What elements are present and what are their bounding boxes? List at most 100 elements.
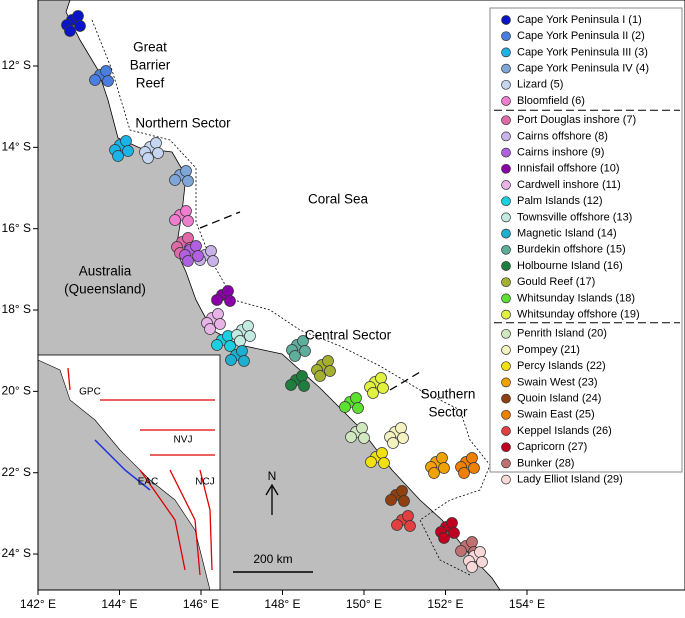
- legend-marker: [501, 474, 511, 485]
- legend-label: Pompey (21): [517, 344, 580, 356]
- legend-label: Cape York Peninsula II (2): [517, 30, 645, 42]
- site-dot: [182, 175, 194, 187]
- legend-label: Swain East (25): [517, 409, 595, 421]
- legend-label: Bloomfield (6): [517, 95, 585, 107]
- site-dot: [446, 517, 458, 529]
- inset-label: GPC: [79, 387, 101, 398]
- site-dot: [296, 370, 308, 382]
- legend-label: Burdekin offshore (15): [517, 244, 626, 256]
- site-dot: [375, 372, 387, 384]
- y-tick-label: 14° S: [2, 140, 31, 154]
- site-dot: [404, 520, 416, 532]
- x-tick-label: 146° E: [183, 597, 219, 611]
- site-dot: [72, 10, 84, 22]
- legend-marker: [501, 277, 511, 288]
- region-label: Coral Sea: [308, 192, 369, 207]
- y-tick-label: 22° S: [2, 465, 31, 479]
- legend-marker: [501, 377, 511, 388]
- site-dot: [190, 240, 202, 252]
- legend-marker: [501, 79, 511, 90]
- legend-marker: [501, 442, 511, 453]
- site-dot: [169, 174, 181, 186]
- legend-label: Cairns inshore (9): [517, 147, 604, 159]
- legend-label: Holbourne Island (16): [517, 260, 623, 272]
- site-dot: [458, 467, 470, 479]
- site-dot: [225, 354, 237, 366]
- legend-marker: [501, 31, 511, 42]
- legend-label: Innisfail offshore (10): [517, 163, 620, 175]
- legend-label: Cardwell inshore (11): [517, 179, 621, 191]
- site-dot: [180, 165, 192, 177]
- site-dot: [180, 205, 192, 217]
- x-tick-label: 150° E: [346, 597, 382, 611]
- site-dot: [474, 546, 486, 558]
- legend-marker: [501, 196, 511, 207]
- legend-label: Cape York Peninsula III (3): [517, 46, 648, 58]
- site-dot: [234, 335, 246, 347]
- site-dot: [207, 255, 219, 267]
- x-tick-label: 154° E: [509, 597, 545, 611]
- frame: [37, 0, 685, 591]
- legend-label: Penrith Island (20): [517, 328, 607, 340]
- region-label: Sector: [428, 405, 468, 420]
- site-dot: [112, 150, 124, 162]
- legend-label: Percy Islands (22): [517, 360, 606, 372]
- site-dot: [298, 380, 310, 392]
- site-dot: [476, 556, 488, 568]
- site-dot: [205, 245, 217, 257]
- x-tick-label: 148° E: [264, 597, 300, 611]
- inset-label: NVJ: [174, 435, 193, 446]
- site-dot: [436, 452, 448, 464]
- site-dot: [396, 485, 408, 497]
- region-label: Reef: [136, 76, 165, 91]
- site-dot: [120, 135, 132, 147]
- legend-marker: [501, 163, 511, 174]
- site-dot: [182, 232, 194, 244]
- site-dot: [150, 137, 162, 149]
- site-dot: [466, 561, 478, 573]
- north-label: N: [268, 469, 277, 483]
- legend-label: Cape York Peninsula IV (4): [517, 63, 649, 75]
- site-dot: [428, 467, 440, 479]
- inset-label: EAC: [138, 477, 159, 488]
- site-dot: [89, 74, 101, 86]
- inset-currents: [67, 367, 215, 576]
- y-tick-label: 16° S: [2, 221, 31, 235]
- site-dot: [378, 457, 390, 469]
- site-dot: [438, 462, 450, 474]
- site-dot: [224, 295, 236, 307]
- site-dot: [182, 215, 194, 227]
- legend-marker: [501, 228, 511, 239]
- site-dot: [182, 255, 194, 267]
- y-tick-label: 18° S: [2, 302, 31, 316]
- legend-marker: [501, 458, 511, 469]
- site-dot: [169, 214, 181, 226]
- site-dot: [352, 402, 364, 414]
- legend-label: Palm Islands (12): [517, 195, 603, 207]
- legend-marker: [501, 63, 511, 74]
- x-tick-label: 152° E: [427, 597, 463, 611]
- site-dot: [358, 432, 370, 444]
- legend-marker: [501, 47, 511, 58]
- site-dot: [468, 462, 480, 474]
- site-dot: [376, 447, 388, 459]
- site-dot: [402, 510, 414, 522]
- site-dot: [102, 75, 114, 87]
- legend-label: Cairns offshore (8): [517, 130, 608, 142]
- north-arrow: [265, 483, 279, 515]
- site-dot: [192, 250, 204, 262]
- legend-marker: [501, 293, 511, 304]
- legend-label: Lizard (5): [517, 79, 563, 91]
- sector-boundary: [199, 211, 421, 391]
- legend-label: Capricorn (27): [517, 441, 587, 453]
- legend-marker: [501, 261, 511, 271]
- legend-marker: [501, 212, 511, 223]
- legend-marker: [501, 328, 511, 339]
- site-dot: [211, 294, 223, 306]
- site-dot: [455, 545, 467, 557]
- y-tick-label: 12° S: [2, 58, 31, 72]
- legend-marker: [501, 426, 511, 436]
- site-dot: [345, 431, 357, 443]
- legend-label: Bunker (28): [517, 457, 574, 469]
